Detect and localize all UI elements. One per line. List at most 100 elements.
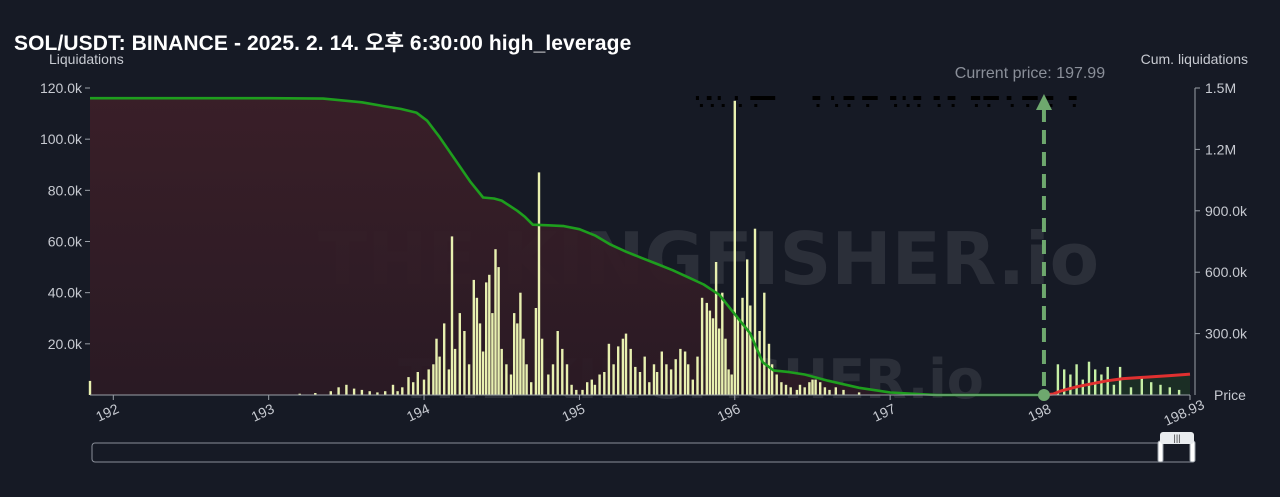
range-slider-track[interactable]	[91, 442, 1196, 463]
order-book-dash	[970, 96, 981, 100]
short-liquidation-bar	[741, 297, 744, 395]
order-book-dot	[816, 104, 820, 107]
short-liquidation-bar	[808, 382, 811, 395]
short-liquidation-bar	[727, 369, 730, 395]
short-liquidation-bar	[674, 359, 677, 395]
short-liquidation-bar	[368, 391, 371, 395]
short-liquidation-bar	[621, 338, 625, 395]
short-liquidation-bar	[612, 364, 615, 395]
short-liquidation-bar	[416, 372, 419, 395]
short-liquidation-bar	[795, 389, 799, 395]
order-book-dash	[862, 96, 878, 100]
short-liquidation-bar	[770, 364, 774, 395]
order-book-dot	[1072, 104, 1076, 107]
order-book-dot	[754, 104, 758, 107]
short-liquidation-bar	[384, 391, 387, 395]
order-book-dot	[847, 104, 851, 107]
short-liquidation-bar	[447, 369, 451, 395]
long-cumulative-line	[1043, 372, 1191, 397]
short-liquidation-bar	[472, 279, 475, 395]
order-book-dash	[1006, 96, 1012, 100]
chart-title: SOL/USDT: BINANCE - 2025. 2. 14. 오후 6:30…	[14, 32, 632, 55]
short-liquidation-bar	[721, 292, 724, 395]
long-liquidation-bar	[1081, 379, 1084, 395]
short-liquidation-bar	[575, 389, 578, 395]
short-liquidation-bar	[598, 374, 601, 395]
long-liquidation-bar	[1069, 374, 1072, 395]
short-liquidation-bar	[298, 393, 301, 395]
order-book-dash	[902, 96, 906, 100]
short-liquidation-bar	[857, 392, 861, 395]
short-liquidation-bar	[547, 374, 550, 395]
short-liquidation-bar	[603, 372, 606, 395]
current-price-arrow-icon	[1035, 94, 1052, 110]
short-liquidation-bar	[643, 356, 646, 395]
short-liquidation-bar	[458, 313, 461, 395]
short-liquidation-bar	[638, 372, 642, 395]
long-liquidation-bar	[1112, 384, 1116, 395]
x-tick-label: 198	[1025, 400, 1053, 424]
long-liquidation-bar	[1177, 389, 1181, 395]
short-liquidation-bar	[396, 391, 399, 395]
short-liquidation-bar	[391, 384, 395, 395]
short-liquidation-bar	[724, 338, 727, 395]
order-book-dot	[721, 104, 725, 107]
long-liquidation-bar	[1118, 366, 1122, 395]
x-tick-label: 192	[93, 400, 121, 424]
long-liquidation-bar	[1150, 382, 1153, 395]
short-liquidation-bar	[828, 389, 831, 395]
order-book-dash	[750, 96, 776, 100]
short-liquidation-bar	[669, 369, 673, 395]
long-cumulative-area	[1043, 374, 1190, 395]
short-liquidation-bar	[427, 369, 430, 395]
short-liquidation-bar	[617, 346, 620, 395]
long-liquidation-bar	[1140, 377, 1143, 395]
order-book-dash	[734, 96, 738, 100]
short-liquidation-bar	[798, 384, 802, 395]
left-y-tick-label: 60.0k	[48, 234, 83, 250]
order-book-dash	[843, 96, 855, 100]
range-slider-left-handle[interactable]	[1157, 440, 1164, 463]
left-y-tick-label: 80.0k	[48, 182, 83, 198]
range-slider[interactable]: |||	[91, 432, 1196, 463]
short-liquidation-bar	[780, 382, 783, 395]
short-liquidation-bar	[687, 364, 690, 395]
short-liquidation-bar	[811, 379, 814, 395]
short-liquidation-bar	[570, 384, 573, 395]
short-liquidation-bar	[488, 274, 491, 395]
short-liquidation-bar	[494, 249, 497, 395]
short-liquidation-bar	[412, 382, 415, 395]
short-liquidation-bar	[708, 310, 712, 395]
order-book-dash	[1045, 96, 1054, 100]
short-liquidation-bar	[467, 364, 471, 395]
short-liquidation-bar	[534, 308, 538, 395]
order-book-dot	[906, 104, 910, 107]
short-liquidation-bar	[679, 348, 682, 395]
short-liquidation-bar	[407, 377, 410, 395]
short-liquidation-bar	[537, 172, 541, 395]
short-liquidation-bar	[823, 387, 827, 395]
short-liquidation-bar	[525, 364, 528, 395]
x-axis-label: Price	[1214, 387, 1246, 403]
short-liquidation-bar	[401, 387, 404, 395]
short-liquidation-bar	[463, 331, 466, 395]
short-liquidation-bar	[565, 364, 569, 395]
long-liquidation-bar	[1075, 364, 1078, 395]
long-liquidation-bar	[1063, 369, 1066, 395]
range-slider-grip[interactable]	[1160, 432, 1194, 444]
order-book-dash	[831, 96, 835, 100]
order-book-dot	[699, 104, 703, 107]
short-liquidation-bar	[767, 343, 771, 395]
short-liquidation-bar	[530, 382, 533, 395]
left-y-axis-label: Liquidations	[49, 51, 124, 67]
short-liquidation-bar	[593, 384, 597, 395]
short-liquidation-bar	[758, 331, 761, 395]
order-book-dot	[1026, 104, 1030, 107]
order-book-dash	[812, 96, 821, 100]
short-liquidation-bar	[665, 364, 668, 395]
short-liquidation-bar	[329, 391, 332, 395]
range-slider-right-handle[interactable]	[1189, 440, 1196, 463]
order-book-dash	[933, 96, 940, 100]
right-y-tick-label: 1.2M	[1205, 141, 1236, 157]
